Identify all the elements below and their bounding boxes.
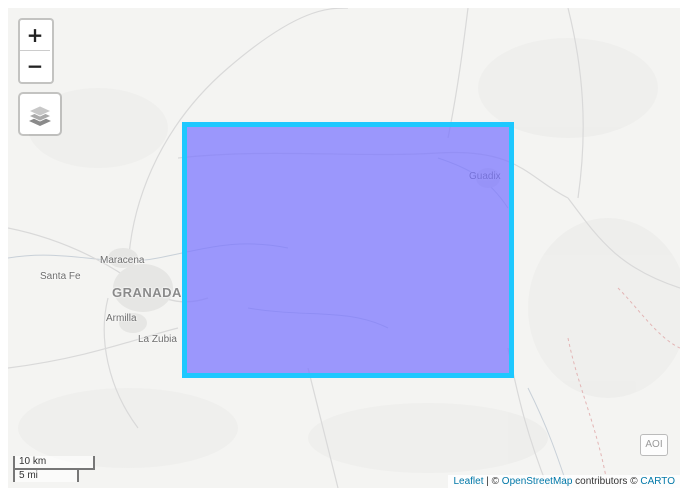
zoom-control: + − xyxy=(18,18,54,84)
openstreetmap-link[interactable]: OpenStreetMap xyxy=(501,476,573,487)
attribution-contributors: contributors © xyxy=(572,476,641,487)
aoi-rectangle[interactable] xyxy=(182,122,514,378)
map-view[interactable]: Maracena Santa Fe GRANADA Armilla La Zub… xyxy=(8,8,680,488)
carto-link[interactable]: CARTO xyxy=(640,476,675,487)
layers-button[interactable] xyxy=(18,92,62,136)
place-label-armilla: Armilla xyxy=(106,313,137,324)
place-label-granada: GRANADA xyxy=(112,285,182,300)
place-label-maracena: Maracena xyxy=(100,255,145,266)
attribution-separator: | © xyxy=(483,476,502,487)
leaflet-link[interactable]: Leaflet xyxy=(453,476,484,487)
zoom-out-button[interactable]: − xyxy=(26,54,44,78)
scale-imperial: 5 mi xyxy=(13,468,79,482)
scale-bar: 10 km 5 mi xyxy=(13,456,95,482)
aoi-button[interactable]: AOI xyxy=(640,434,668,456)
place-label-la-zubia: La Zubia xyxy=(138,334,177,345)
basemap-tiles xyxy=(8,8,680,488)
attribution: Leaflet | © OpenStreetMap contributors ©… xyxy=(448,475,680,488)
layers-icon xyxy=(28,105,52,126)
zoom-in-button[interactable]: + xyxy=(20,20,50,51)
place-label-santa-fe: Santa Fe xyxy=(40,271,81,282)
